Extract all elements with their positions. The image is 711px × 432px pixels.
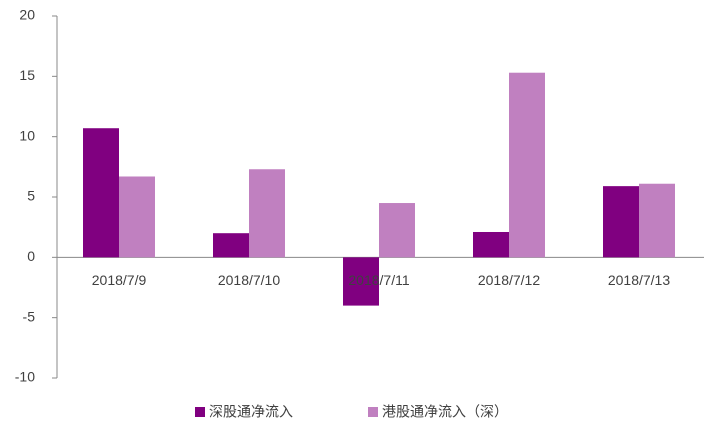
y-tick-label: -5 (23, 308, 36, 324)
y-tick-label: 0 (27, 248, 35, 264)
bar (213, 233, 249, 258)
x-tick-label: 2018/7/10 (218, 272, 280, 288)
x-tick-label: 2018/7/9 (92, 272, 147, 288)
x-tick-label: 2018/7/12 (478, 272, 540, 288)
x-tick-label: 2018/7/13 (608, 272, 670, 288)
bar (249, 169, 285, 258)
bar (119, 176, 155, 258)
y-tick-label: 15 (19, 67, 35, 83)
legend-swatch (195, 407, 205, 417)
bar (603, 186, 639, 258)
y-tick-label: 5 (27, 188, 35, 204)
legend-label: 港股通净流入（深） (382, 404, 508, 420)
bar (83, 128, 119, 258)
x-tick-label: 2018/7/11 (348, 272, 409, 288)
bar (639, 183, 675, 258)
y-tick-label: -10 (15, 369, 35, 385)
legend-label: 深股通净流入 (209, 404, 293, 420)
legend-swatch (368, 407, 378, 417)
bar (343, 257, 379, 306)
bar (473, 231, 509, 258)
bar (379, 203, 415, 258)
y-tick-label: 20 (19, 7, 35, 23)
y-tick-label: 10 (19, 127, 35, 143)
bar (509, 72, 545, 258)
